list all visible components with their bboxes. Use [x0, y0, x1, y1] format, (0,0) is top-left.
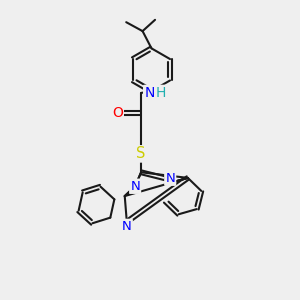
Text: N: N — [130, 180, 140, 193]
Text: N: N — [122, 220, 132, 233]
Text: O: O — [112, 106, 123, 120]
Text: N: N — [144, 86, 154, 100]
Text: N: N — [165, 172, 175, 185]
Text: S: S — [136, 146, 146, 161]
Text: H: H — [155, 86, 166, 100]
